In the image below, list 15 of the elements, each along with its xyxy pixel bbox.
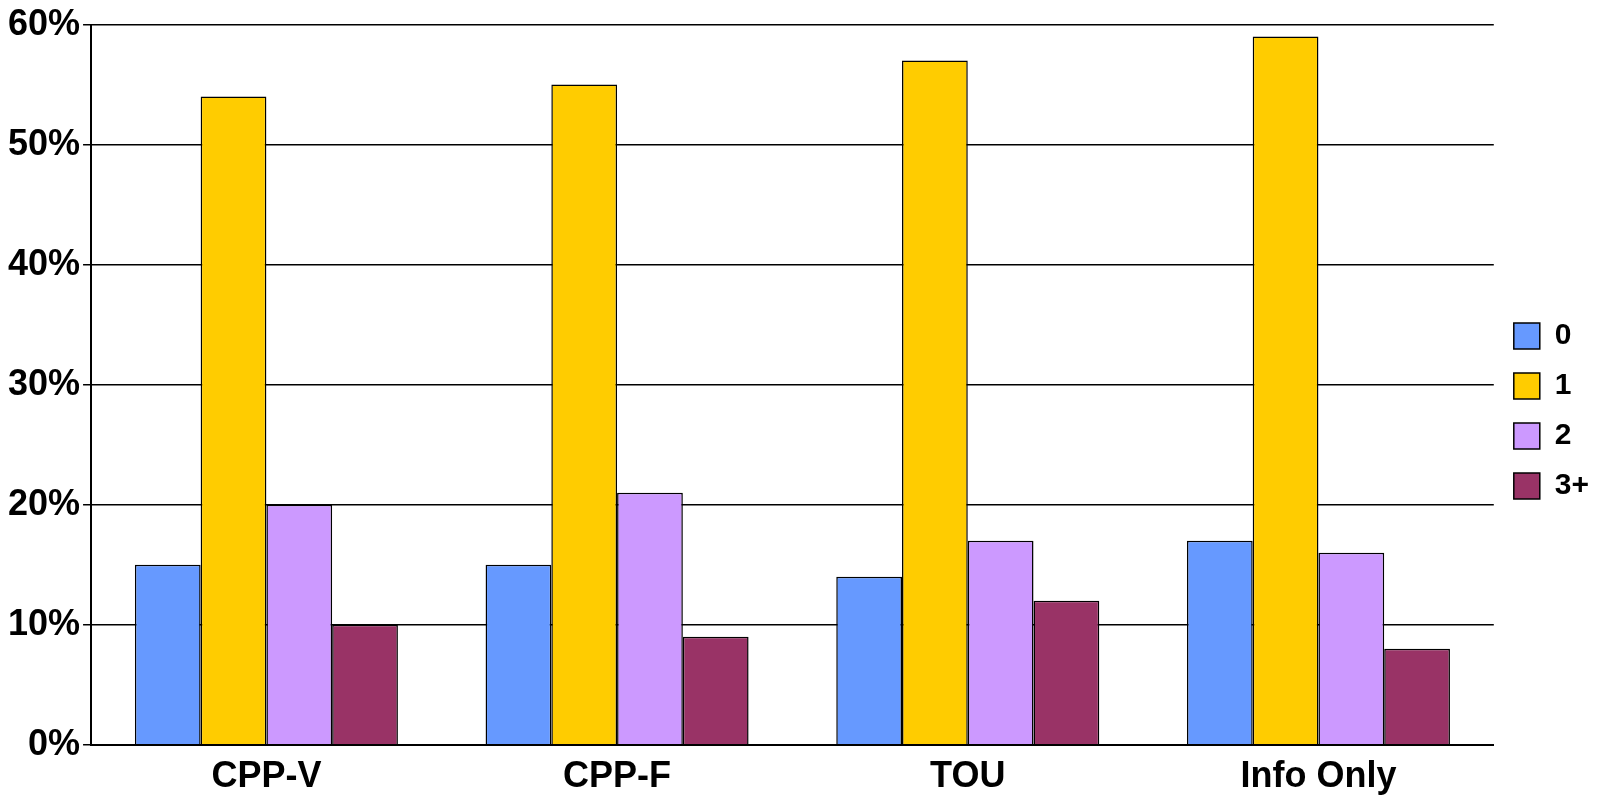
y-tick-label: 60%	[7, 1, 81, 43]
y-tick-label: 50%	[7, 121, 81, 163]
legend-label: 2	[1554, 417, 1572, 451]
x-tick-label: TOU	[930, 754, 1006, 796]
x-tick-label: Info Only	[1240, 754, 1397, 796]
y-tick-label: 0%	[28, 721, 81, 763]
y-tick-label: 40%	[7, 241, 81, 283]
y-tick-label: 10%	[7, 601, 81, 643]
x-tick-label: CPP-F	[563, 754, 672, 796]
x-tick-label: CPP-V	[211, 754, 322, 796]
legend-label: 3+	[1554, 467, 1590, 501]
y-tick-label: 20%	[7, 481, 81, 523]
legend-label: 0	[1554, 317, 1572, 351]
y-tick-label: 30%	[7, 361, 81, 403]
legend-label: 1	[1554, 367, 1572, 401]
